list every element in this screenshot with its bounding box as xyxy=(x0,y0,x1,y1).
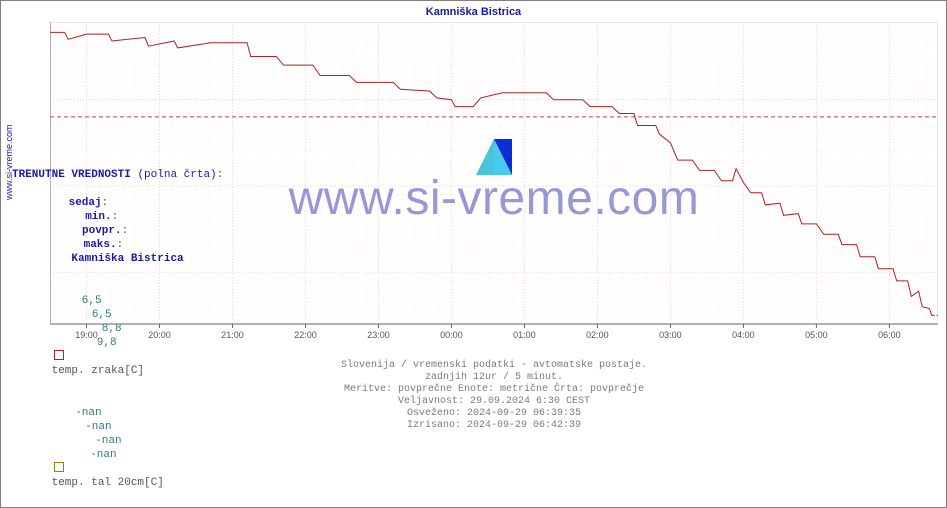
swatch-temp-tal xyxy=(54,462,64,472)
svg-text:00:00: 00:00 xyxy=(440,330,463,340)
legend-row-2: -nan -nan -nan -nan temp. tal 20cm[C] xyxy=(12,392,223,504)
legend-row-1: 6,5 6,5 8,8 9,8 temp. zraka[C] xyxy=(12,280,223,392)
chart-title: Kamniška Bistrica xyxy=(0,6,947,18)
svg-text:21:00: 21:00 xyxy=(221,330,244,340)
svg-text:04:00: 04:00 xyxy=(732,330,755,340)
legend-column-labels: sedaj: min.: povpr.: maks.: Kamniška Bis… xyxy=(12,182,223,280)
legend-block: TRENUTNE VREDNOSTI (polna črta): sedaj: … xyxy=(12,168,223,504)
legend-series-title: Kamniška Bistrica xyxy=(71,253,183,265)
svg-text:01:00: 01:00 xyxy=(513,330,536,340)
svg-text:22:00: 22:00 xyxy=(294,330,317,340)
svg-text:02:00: 02:00 xyxy=(586,330,609,340)
svg-text:23:00: 23:00 xyxy=(367,330,390,340)
swatch-temp-zraka xyxy=(54,350,64,360)
legend-header: TRENUTNE VREDNOSTI (polna črta): xyxy=(12,168,223,182)
svg-text:06:00: 06:00 xyxy=(878,330,901,340)
svg-text:03:00: 03:00 xyxy=(659,330,682,340)
chart-frame: www.si-vreme.com Kamniška Bistrica 789 1… xyxy=(0,0,947,508)
svg-text:05:00: 05:00 xyxy=(805,330,828,340)
